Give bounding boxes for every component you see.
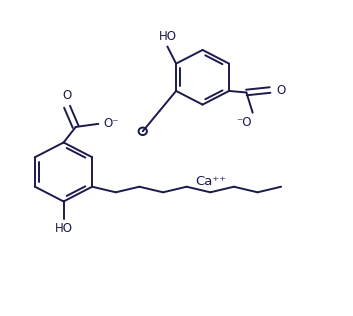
Text: HO: HO [55,222,73,235]
Text: O: O [276,83,286,96]
Text: HO: HO [158,30,176,43]
Text: O⁻: O⁻ [103,117,119,131]
Text: Ca⁺⁺: Ca⁺⁺ [196,175,227,188]
Text: ⁻O: ⁻O [236,116,252,129]
Text: O: O [62,89,72,102]
